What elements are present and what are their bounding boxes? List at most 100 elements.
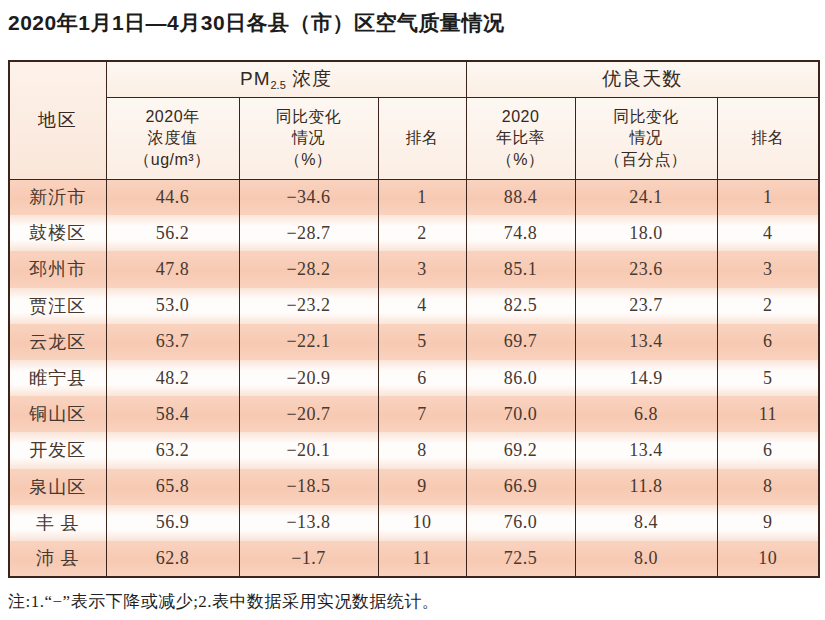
good-ratio-cell: 88.4	[466, 179, 575, 215]
header-sub-row: 2020年 浓度值 （ug/m³） 同比变化 情况 （%） 排名 2020 年比…	[9, 97, 819, 179]
good-rank-cell: 10	[717, 541, 819, 577]
column-header-pm-change: 同比变化 情况 （%）	[239, 97, 378, 179]
good-change-cell: 13.4	[575, 432, 717, 468]
pm-rank-cell: 10	[378, 505, 466, 541]
good-rank-cell: 11	[717, 396, 819, 432]
good-change-cell: 11.8	[575, 469, 717, 505]
good-change-cell: 23.6	[575, 251, 717, 287]
column-header-good-rank: 排名	[717, 97, 819, 179]
good-change-cell: 8.0	[575, 541, 717, 577]
table-row: 鼓楼区 56.2 −28.7 2 74.8 18.0 4	[9, 215, 819, 251]
good-ratio-cell: 74.8	[466, 215, 575, 251]
good-ratio-cell: 86.0	[466, 360, 575, 396]
column-header-good-change: 同比变化 情况 （百分点）	[575, 97, 717, 179]
pm-value-cell: 63.7	[106, 324, 239, 360]
pm-subscript: 2.5	[270, 79, 285, 91]
pm-value-cell: 56.2	[106, 215, 239, 251]
pm-change-cell: −22.1	[239, 324, 378, 360]
good-change-cell: 23.7	[575, 288, 717, 324]
region-cell: 沛 县	[9, 541, 106, 577]
pm-change-cell: −20.7	[239, 396, 378, 432]
pm-change-cell: −18.5	[239, 469, 378, 505]
pm-change-cell: −13.8	[239, 505, 378, 541]
good-rank-cell: 2	[717, 288, 819, 324]
good-rank-cell: 9	[717, 505, 819, 541]
region-cell: 新沂市	[9, 179, 106, 215]
table-row: 沛 县 62.8 −1.7 11 72.5 8.0 10	[9, 541, 819, 577]
good-change-cell: 8.4	[575, 505, 717, 541]
region-cell: 铜山区	[9, 396, 106, 432]
pm-rank-cell: 1	[378, 179, 466, 215]
header-group-row: 地区 PM2.5 浓度 优良天数	[9, 61, 819, 97]
table-row: 云龙区 63.7 −22.1 5 69.7 13.4 6	[9, 324, 819, 360]
good-rank-cell: 5	[717, 360, 819, 396]
good-ratio-cell: 82.5	[466, 288, 575, 324]
column-group-good-days: 优良天数	[466, 61, 819, 97]
column-header-pm-rank: 排名	[378, 97, 466, 179]
region-cell: 丰 县	[9, 505, 106, 541]
table-row: 铜山区 58.4 −20.7 7 70.0 6.8 11	[9, 396, 819, 432]
pm-rank-cell: 11	[378, 541, 466, 577]
table-row: 丰 县 56.9 −13.8 10 76.0 8.4 9	[9, 505, 819, 541]
pm-value-cell: 47.8	[106, 251, 239, 287]
good-ratio-cell: 69.7	[466, 324, 575, 360]
good-change-cell: 24.1	[575, 179, 717, 215]
table-header: 地区 PM2.5 浓度 优良天数 2020年 浓度值 （ug/m³） 同比变化 …	[9, 61, 819, 179]
pm-rank-cell: 3	[378, 251, 466, 287]
good-change-cell: 14.9	[575, 360, 717, 396]
table-row: 邳州市 47.8 −28.2 3 85.1 23.6 3	[9, 251, 819, 287]
pm-change-cell: −20.9	[239, 360, 378, 396]
table-row: 贾汪区 53.0 −23.2 4 82.5 23.7 2	[9, 288, 819, 324]
region-cell: 开发区	[9, 432, 106, 468]
pm-label-suffix: 浓度	[286, 68, 332, 89]
good-ratio-cell: 66.9	[466, 469, 575, 505]
good-rank-cell: 3	[717, 251, 819, 287]
pm-rank-cell: 7	[378, 396, 466, 432]
pm-rank-cell: 9	[378, 469, 466, 505]
pm-change-cell: −23.2	[239, 288, 378, 324]
column-group-pm25: PM2.5 浓度	[106, 61, 466, 97]
table-row: 泉山区 65.8 −18.5 9 66.9 11.8 8	[9, 469, 819, 505]
region-cell: 泉山区	[9, 469, 106, 505]
pm-value-cell: 53.0	[106, 288, 239, 324]
good-change-cell: 6.8	[575, 396, 717, 432]
region-cell: 贾汪区	[9, 288, 106, 324]
pm-value-cell: 48.2	[106, 360, 239, 396]
good-rank-cell: 6	[717, 324, 819, 360]
good-ratio-cell: 85.1	[466, 251, 575, 287]
good-change-cell: 13.4	[575, 324, 717, 360]
region-cell: 邳州市	[9, 251, 106, 287]
page-title: 2020年1月1日—4月30日各县（市）区空气质量情况	[8, 9, 505, 37]
pm-value-cell: 44.6	[106, 179, 239, 215]
region-cell: 云龙区	[9, 324, 106, 360]
pm-rank-cell: 6	[378, 360, 466, 396]
good-ratio-cell: 69.2	[466, 432, 575, 468]
pm-rank-cell: 8	[378, 432, 466, 468]
good-rank-cell: 1	[717, 179, 819, 215]
pm-change-cell: −1.7	[239, 541, 378, 577]
pm-change-cell: −28.7	[239, 215, 378, 251]
good-rank-cell: 4	[717, 215, 819, 251]
pm-value-cell: 58.4	[106, 396, 239, 432]
pm-rank-cell: 2	[378, 215, 466, 251]
region-cell: 睢宁县	[9, 360, 106, 396]
table-body: 新沂市 44.6 −34.6 1 88.4 24.1 1 鼓楼区 56.2 −2…	[9, 179, 819, 577]
table-row: 新沂市 44.6 −34.6 1 88.4 24.1 1	[9, 179, 819, 215]
pm-change-cell: −20.1	[239, 432, 378, 468]
column-header-good-ratio: 2020 年比率 （%）	[466, 97, 575, 179]
document-page: 2020年1月1日—4月30日各县（市）区空气质量情况 地区 PM2.5 浓度 …	[0, 0, 825, 620]
pm-rank-cell: 4	[378, 288, 466, 324]
pm-value-cell: 62.8	[106, 541, 239, 577]
air-quality-table: 地区 PM2.5 浓度 优良天数 2020年 浓度值 （ug/m³） 同比变化 …	[8, 60, 820, 578]
region-cell: 鼓楼区	[9, 215, 106, 251]
good-change-cell: 18.0	[575, 215, 717, 251]
pm-value-cell: 63.2	[106, 432, 239, 468]
good-ratio-cell: 70.0	[466, 396, 575, 432]
pm-change-cell: −34.6	[239, 179, 378, 215]
pm-value-cell: 65.8	[106, 469, 239, 505]
good-rank-cell: 6	[717, 432, 819, 468]
column-header-pm-value: 2020年 浓度值 （ug/m³）	[106, 97, 239, 179]
pm-rank-cell: 5	[378, 324, 466, 360]
column-header-region: 地区	[9, 61, 106, 179]
pm-value-cell: 56.9	[106, 505, 239, 541]
